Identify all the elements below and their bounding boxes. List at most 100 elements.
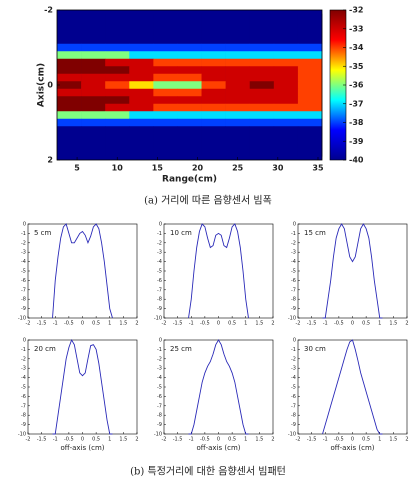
x-tick-label: -1.5 <box>307 321 317 327</box>
heat-cell <box>225 36 251 45</box>
x-tick-label: 1 <box>108 321 111 327</box>
heat-cell <box>81 58 106 67</box>
heat-cell <box>177 51 202 60</box>
heat-cell <box>177 13 202 22</box>
heat-cell <box>177 126 202 135</box>
y-tick-label: -8 <box>291 297 296 303</box>
y-tick-label: -6 <box>157 278 162 284</box>
heat-cell <box>249 36 275 45</box>
y-tick-label: -3 <box>21 366 26 372</box>
heat-cell <box>201 133 226 142</box>
y-tick-label: -1 <box>21 347 26 353</box>
heat-cell <box>105 111 130 120</box>
heat-cell <box>177 118 202 127</box>
y-tick-label: -3 <box>21 250 26 256</box>
y-tick-label: -1 <box>157 231 162 237</box>
x-tick-label: -1 <box>323 437 328 443</box>
y-tick-label: -8 <box>291 413 296 419</box>
x-tick-label: 1.5 <box>255 321 263 327</box>
heat-cell <box>273 51 299 60</box>
heat-cell <box>129 88 154 97</box>
y-tick-label: -3 <box>157 366 162 372</box>
heat-cell <box>273 133 299 142</box>
y-tick-label: -1 <box>291 347 296 353</box>
heat-cell <box>81 148 106 157</box>
x-tick-label: 1.5 <box>255 437 263 443</box>
y-tick-label: -2 <box>157 356 162 362</box>
heat-cell <box>225 21 251 30</box>
heat-cell <box>153 88 178 97</box>
y-tick-label: -7 <box>21 287 26 293</box>
heat-cell <box>57 21 82 30</box>
heat-cell <box>129 73 154 82</box>
heat-cell <box>201 13 226 22</box>
x-tick-label: 0.5 <box>228 321 236 327</box>
y-tick-label: -1 <box>157 347 162 353</box>
x-tick-label: 1.5 <box>389 437 397 443</box>
heat-cell <box>225 141 251 150</box>
heat-cell <box>153 133 178 142</box>
heat-cell <box>201 126 226 135</box>
y-tick-label: -7 <box>157 287 162 293</box>
heat-cell <box>105 141 130 150</box>
heat-cell <box>81 88 106 97</box>
heat-cell <box>57 126 82 135</box>
heat-cell <box>297 133 323 142</box>
heat-cell <box>249 81 275 90</box>
beam-line <box>52 338 113 435</box>
heat-cell <box>201 21 226 30</box>
heat-cell <box>57 103 82 112</box>
heat-cell <box>249 126 275 135</box>
heat-cell <box>201 103 226 112</box>
x-tick-label: -2 <box>296 437 301 443</box>
heat-cell <box>201 111 226 120</box>
heat-cell <box>81 96 106 105</box>
heat-cell <box>225 103 251 112</box>
heat-cell <box>297 81 323 90</box>
x-tick-label: 0 <box>217 321 220 327</box>
y-tick-label: -5 <box>21 385 26 391</box>
x-tick-label: -1.5 <box>173 437 183 443</box>
heat-cell <box>81 21 106 30</box>
x-tick-label: 20 <box>192 164 204 173</box>
heat-cell <box>129 148 154 157</box>
heat-cell <box>153 36 178 45</box>
panel-label: 25 cm <box>170 345 192 353</box>
heat-cell <box>105 73 130 82</box>
heat-cell <box>177 148 202 157</box>
panel-label: 10 cm <box>170 229 192 237</box>
heat-cell <box>177 103 202 112</box>
heat-cell <box>297 36 323 45</box>
y-tick-label: -9 <box>157 306 162 312</box>
heat-cell <box>81 51 106 60</box>
heat-cell <box>249 13 275 22</box>
y-tick-label: -1 <box>291 231 296 237</box>
x-tick-label: 1 <box>244 437 247 443</box>
y-tick-label: -3 <box>291 250 296 256</box>
x-tick-label: -0.5 <box>64 437 74 443</box>
y-tick-label: -5 <box>291 385 296 391</box>
x-tick-label: 2 <box>271 321 274 327</box>
heat-cell <box>249 21 275 30</box>
heat-cell <box>105 66 130 75</box>
heat-cell <box>153 28 178 37</box>
heat-cell <box>249 133 275 142</box>
y-tick-label: -6 <box>21 394 26 400</box>
heat-cell <box>129 43 154 52</box>
heat-cell <box>105 36 130 45</box>
heat-cell <box>153 126 178 135</box>
panel-label: 20 cm <box>34 345 56 353</box>
x-tick-label: 30 <box>272 164 284 173</box>
heat-cell <box>201 96 226 105</box>
heat-cell <box>105 43 130 52</box>
heat-cell <box>153 66 178 75</box>
heat-cell <box>57 81 82 90</box>
heat-cell <box>105 51 130 60</box>
x-tick-label: 2 <box>135 437 138 443</box>
heat-cell <box>249 66 275 75</box>
y-tick-label: -10 <box>288 316 296 322</box>
y-tick-label: -8 <box>21 413 26 419</box>
heat-cell <box>201 81 226 90</box>
plot-frame <box>297 339 408 435</box>
heat-cell <box>225 73 251 82</box>
